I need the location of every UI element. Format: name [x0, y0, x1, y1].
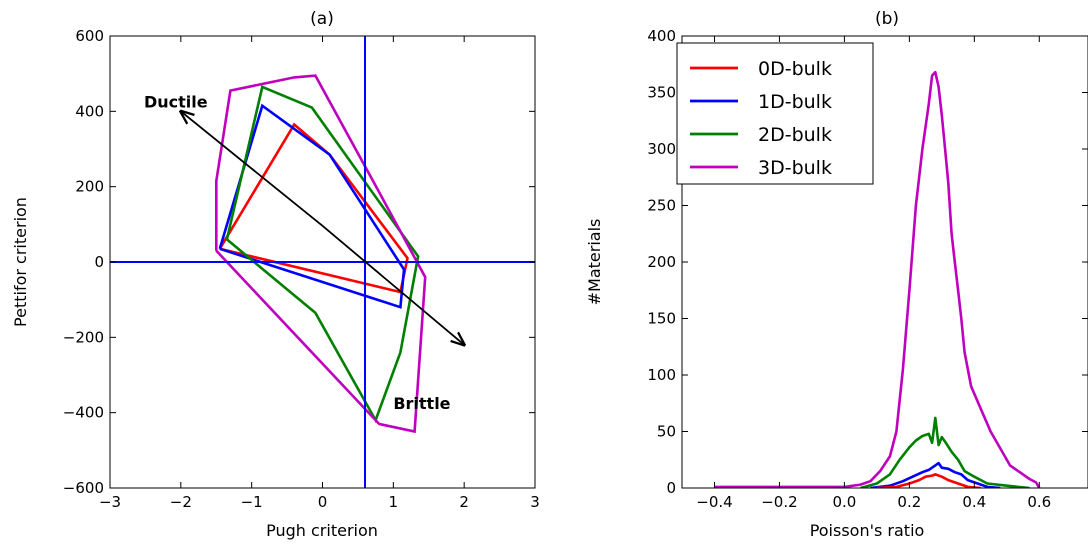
panel-b-ytick-label: 0 [666, 479, 676, 497]
panel-a: (a) Ductile Brittle −3 −2 −1 0 1 2 3 −600 −400 −2… [11, 9, 540, 540]
panel-b-ytick-label: 300 [647, 140, 676, 158]
polygon-ff0000 [218, 122, 409, 294]
panel-b: (b) −0.4 −0.2 0.0 0.2 0.4 0.6 0 50 100 150 200 250… [585, 9, 1088, 540]
legend-label-1d-bulk: 1D-bulk [758, 91, 832, 113]
panel-a-ylabel: Pettifor criterion [11, 197, 30, 327]
panel-a-xtick-label: −2 [170, 493, 192, 511]
panel-b-xtick-label: 0.4 [962, 493, 986, 511]
ductile-arrow [181, 111, 324, 227]
panel-a-ytick-label: 600 [75, 27, 104, 45]
series-line-0d-bulk [876, 473, 981, 488]
panel-a-xlabel: Pugh criterion [266, 521, 378, 540]
panel-a-ytick-label: 200 [75, 178, 104, 196]
panel-b-xtick-label: 0.2 [897, 493, 921, 511]
panel-b-xtick-label: −0.4 [696, 493, 732, 511]
panel-a-xtick-label: 0 [318, 493, 328, 511]
legend-label-0d-bulk: 0D-bulk [758, 58, 832, 80]
panel-a-title: (a) [310, 9, 334, 29]
panel-a-xtick-label: −3 [99, 493, 121, 511]
panel-a-xtick-label: 2 [459, 493, 469, 511]
polygon-0000ff [218, 103, 406, 309]
panel-b-ytick-label: 100 [647, 366, 676, 384]
panel-b-xlabel: Poisson's ratio [810, 521, 925, 540]
panel-b-ytick-label: 400 [647, 27, 676, 45]
panel-b-ylabel: #Materials [585, 219, 604, 306]
panel-a-ytick-label: −600 [63, 479, 104, 497]
series-line-2d-bulk [860, 416, 1030, 488]
panel-b-ytick-label: 200 [647, 253, 676, 271]
polygon-008000 [225, 85, 420, 424]
panel-a-xtick-label: 1 [389, 493, 399, 511]
panel-a-xtick-label: 3 [530, 493, 540, 511]
panel-a-ytick-label: −400 [63, 404, 104, 422]
brittle-label: Brittle [393, 394, 450, 413]
panel-a-ytick-label: −200 [63, 328, 104, 346]
panel-b-title: (b) [875, 9, 899, 29]
panel-b-xtick-label: 0.0 [832, 493, 856, 511]
series-line-3d-bulk [714, 70, 1041, 488]
panel-a-xtick-label: −1 [241, 493, 263, 511]
brittle-arrow [321, 225, 465, 345]
panel-b-ytick-label: 350 [647, 84, 676, 102]
panel-b-ytick-label: 150 [647, 310, 676, 328]
panel-a-ytick-label: 0 [94, 253, 104, 271]
panel-b-ytick-label: 50 [657, 423, 676, 441]
legend-label-3d-bulk: 3D-bulk [758, 157, 832, 179]
legend-label-2d-bulk: 2D-bulk [758, 124, 832, 146]
panel-a-ytick-label: 400 [75, 102, 104, 120]
panel-b-xtick-label: −0.2 [761, 493, 797, 511]
polygon-bf00bf [215, 74, 427, 434]
panel-b-xtick-label: 0.6 [1027, 493, 1051, 511]
ductile-label: Ductile [144, 93, 208, 112]
panel-b-ytick-label: 250 [647, 197, 676, 215]
legend-box [676, 42, 874, 185]
series-line-1d-bulk [870, 461, 1001, 488]
